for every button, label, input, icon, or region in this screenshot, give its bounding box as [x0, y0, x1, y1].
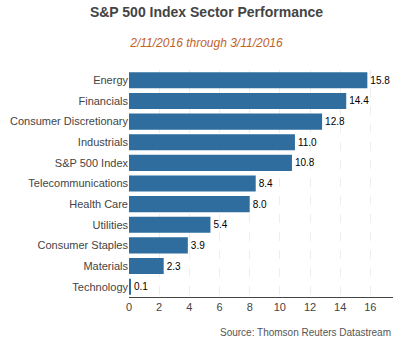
- svg-text:Consumer Discretionary: Consumer Discretionary: [10, 115, 128, 127]
- svg-text:0.1: 0.1: [134, 281, 148, 292]
- svg-text:6: 6: [216, 301, 222, 313]
- svg-text:12.8: 12.8: [325, 116, 345, 127]
- svg-text:11.0: 11.0: [298, 137, 317, 148]
- svg-text:Source: Thomson Reuters Datast: Source: Thomson Reuters Datastream: [220, 327, 391, 338]
- svg-text:14.4: 14.4: [349, 95, 369, 106]
- svg-text:S&P 500 Index Sector Performan: S&P 500 Index Sector Performance: [90, 4, 323, 20]
- svg-text:Health Care: Health Care: [69, 198, 128, 210]
- svg-text:0: 0: [126, 301, 132, 313]
- svg-text:3.9: 3.9: [191, 240, 205, 251]
- svg-text:8: 8: [247, 301, 253, 313]
- svg-text:Materials: Materials: [83, 260, 128, 272]
- svg-text:S&P 500 Index: S&P 500 Index: [55, 157, 129, 169]
- svg-text:2.3: 2.3: [167, 261, 181, 272]
- svg-text:4: 4: [186, 301, 192, 313]
- svg-text:Technology: Technology: [72, 281, 128, 293]
- svg-text:12: 12: [304, 301, 316, 313]
- svg-text:Energy: Energy: [93, 74, 128, 86]
- svg-text:Telecommunications: Telecommunications: [28, 177, 128, 189]
- svg-text:8.4: 8.4: [259, 178, 273, 189]
- svg-text:Utilities: Utilities: [93, 219, 129, 231]
- svg-text:2: 2: [156, 301, 162, 313]
- svg-text:Industrials: Industrials: [78, 136, 129, 148]
- svg-text:15.8: 15.8: [370, 75, 390, 86]
- svg-text:Financials: Financials: [78, 95, 128, 107]
- svg-text:10.8: 10.8: [295, 157, 315, 168]
- svg-text:8.0: 8.0: [253, 199, 267, 210]
- svg-text:Consumer Staples: Consumer Staples: [38, 239, 129, 251]
- svg-text:16: 16: [364, 301, 376, 313]
- svg-text:14: 14: [334, 301, 346, 313]
- svg-text:5.4: 5.4: [213, 219, 227, 230]
- svg-text:2/11/2016 through 3/11/2016: 2/11/2016 through 3/11/2016: [129, 36, 283, 50]
- svg-text:10: 10: [274, 301, 286, 313]
